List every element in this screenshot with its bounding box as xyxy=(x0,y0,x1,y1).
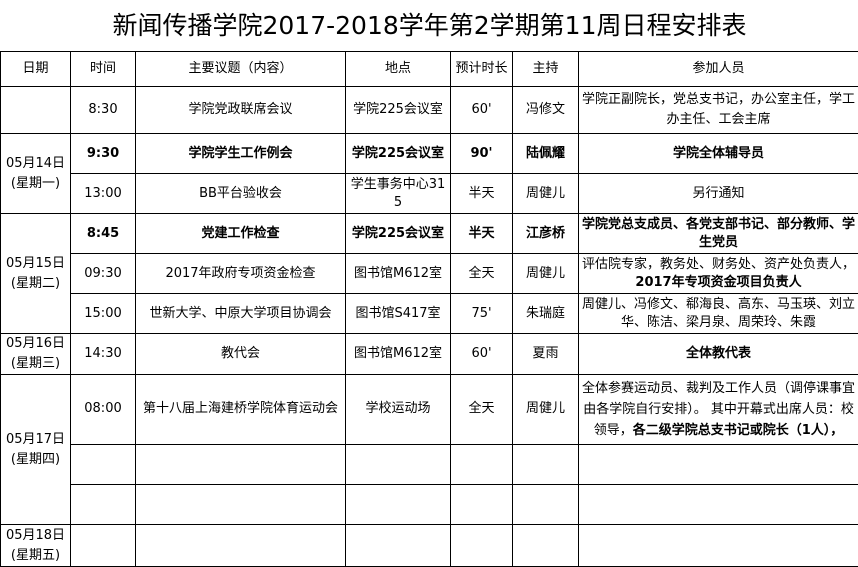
table-row: 05月17日 (星期四) 08:00 第十八届上海建桥学院体育运动会 学校运动场 … xyxy=(0,374,858,525)
date-cell: 05月15日 (星期二) xyxy=(0,213,71,334)
place-cell: 学生事务中心315 xyxy=(345,173,451,214)
place-cell: 图书馆M612室 xyxy=(345,333,451,375)
attendees-cell: 学院全体辅导员 xyxy=(577,133,858,174)
date-cell-empty xyxy=(0,86,71,134)
place-cell: 图书馆S417室 xyxy=(345,293,451,334)
time-cell: 8:45 xyxy=(70,213,136,254)
header-time: 时间 xyxy=(70,51,136,87)
duration-cell: 半天 xyxy=(450,213,513,254)
place-cell: 学院225会议室 xyxy=(345,133,451,174)
time-cell: 08:00 xyxy=(70,374,136,445)
duration-cell: 60' xyxy=(450,333,513,375)
date-cell: 05月18日 (星期五) xyxy=(0,524,71,567)
topic-cell: 学院党政联席会议 xyxy=(135,86,346,134)
time-cell: 14:30 xyxy=(70,333,136,375)
table-row: 8:30 学院党政联席会议 学院225会议室 60' 冯修文 学院正副院长，党总… xyxy=(0,86,858,134)
attendees-cell: 周健儿、冯修文、郗海良、高东、马玉瑛、刘立华、陈洁、梁月泉、周荣玲、朱霞 xyxy=(577,293,858,334)
attendees-cell: 全体教代表 xyxy=(577,333,858,375)
duration-cell: 全天 xyxy=(450,374,513,445)
duration-cell: 60' xyxy=(450,86,513,134)
table-row: 05月15日 (星期二) 8:45 党建工作检查 学院225会议室 半天 江彦桥 … xyxy=(0,213,858,334)
attendees-cell: 评估院专家，教务处、财务处、资产处负责人， 2017年专项资金项目负责人 xyxy=(577,253,858,294)
date-cell: 05月14日 (星期一) xyxy=(0,133,71,214)
time-cell: 13:00 xyxy=(70,173,136,214)
place-cell: 学院225会议室 xyxy=(345,86,451,134)
host-cell: 周健儿 xyxy=(512,173,579,214)
host-cell: 陆佩耀 xyxy=(512,133,579,174)
topic-cell: 第十八届上海建桥学院体育运动会 xyxy=(135,374,346,445)
header-topic: 主要议题（内容） xyxy=(135,51,346,87)
table-row: 05月16日 (星期三) 14:30 教代会 图书馆M612室 60' 夏雨 全体… xyxy=(0,333,858,375)
topic-cell: 2017年政府专项资金检查 xyxy=(135,253,346,294)
time-cell: 8:30 xyxy=(70,86,136,134)
time-cell: 9:30 xyxy=(70,133,136,174)
header-attendees: 参加人员 xyxy=(577,51,858,87)
duration-cell: 半天 xyxy=(450,173,513,214)
page-title: 新闻传播学院2017-2018学年第2学期第11周日程安排表 xyxy=(0,0,858,52)
header-row: 日期 时间 主要议题（内容） 地点 预计时长 主持 参加人员 xyxy=(0,51,858,87)
table-row-empty xyxy=(1,484,858,525)
table-row: 09:30 2017年政府专项资金检查 图书馆M612室 全天 周健儿 评估院专… xyxy=(1,253,858,294)
date-cell: 05月16日 (星期三) xyxy=(0,333,71,375)
header-date: 日期 xyxy=(0,51,71,87)
place-cell: 学校运动场 xyxy=(345,374,451,445)
time-cell: 09:30 xyxy=(70,253,136,294)
topic-cell: 学院学生工作例会 xyxy=(135,133,346,174)
host-cell: 冯修文 xyxy=(512,86,579,134)
attendees-cell: 学院正副院长，党总支书记，办公室主任，学工办主任、工会主席 xyxy=(577,86,858,134)
attendees-cell: 学院党总支成员、各党支部书记、部分教师、学生党员 xyxy=(577,213,858,254)
topic-cell: BB平台验收会 xyxy=(135,173,346,214)
table-row-empty xyxy=(1,444,858,485)
place-cell: 图书馆M612室 xyxy=(345,253,451,294)
header-duration: 预计时长 xyxy=(450,51,513,87)
host-cell: 周健儿 xyxy=(512,374,579,445)
host-cell: 夏雨 xyxy=(512,333,579,375)
host-cell: 周健儿 xyxy=(512,253,579,294)
topic-cell: 世新大学、中原大学项目协调会 xyxy=(135,293,346,334)
table-row: 15:00 世新大学、中原大学项目协调会 图书馆S417室 75' 朱瑞庭 周健… xyxy=(1,293,858,334)
header-place: 地点 xyxy=(345,51,451,87)
duration-cell: 90' xyxy=(450,133,513,174)
host-cell: 朱瑞庭 xyxy=(512,293,579,334)
duration-cell: 75' xyxy=(450,293,513,334)
duration-cell: 全天 xyxy=(450,253,513,294)
attendees-cell: 另行通知 xyxy=(577,173,858,214)
date-cell: 05月17日 (星期四) xyxy=(0,374,71,525)
header-host: 主持 xyxy=(512,51,579,87)
place-cell: 学院225会议室 xyxy=(345,213,451,254)
topic-cell: 党建工作检查 xyxy=(135,213,346,254)
attendees-cell: 全体参赛运动员、裁判及工作人员（调停课事宜由各学院自行安排）。 其中开幕式出席人… xyxy=(577,374,858,445)
table-row: 05月14日 (星期一) 9:30 学院学生工作例会 学院225会议室 90' 陆… xyxy=(0,133,858,214)
topic-cell: 教代会 xyxy=(135,333,346,375)
table-row: 05月18日 (星期五) xyxy=(0,524,858,567)
host-cell: 江彦桥 xyxy=(512,213,579,254)
time-cell: 15:00 xyxy=(70,293,136,334)
table-row: 13:00 BB平台验收会 学生事务中心315 半天 周健儿 另行通知 xyxy=(1,173,858,214)
